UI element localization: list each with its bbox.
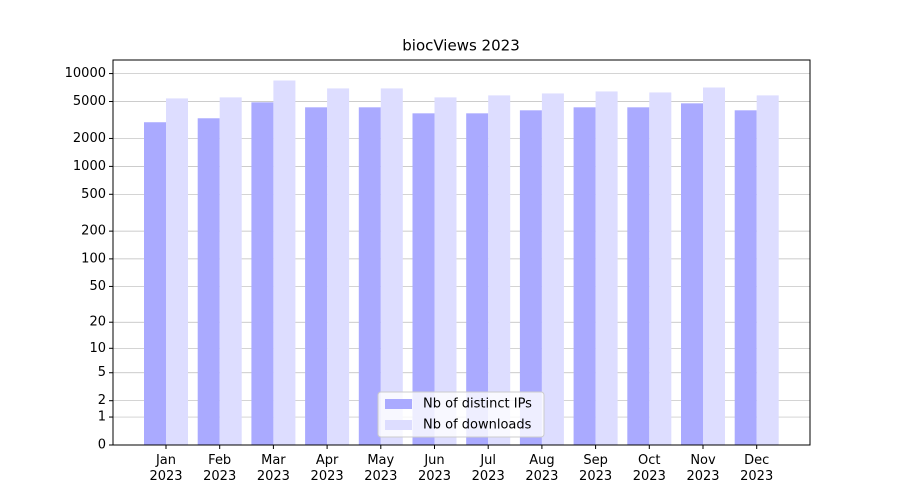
y-tick-label: 20 bbox=[89, 315, 106, 330]
bar bbox=[519, 110, 542, 445]
x-tick-label: Jun 2023 bbox=[417, 453, 452, 484]
x-tick-label: Mar 2023 bbox=[256, 453, 290, 484]
bar bbox=[273, 80, 296, 445]
bar bbox=[573, 107, 596, 446]
legend-box bbox=[377, 391, 545, 438]
y-tick-label: 1000 bbox=[73, 159, 106, 174]
bar bbox=[434, 97, 457, 446]
y-tick-label: 10000 bbox=[65, 66, 106, 81]
plot-frame bbox=[112, 59, 811, 446]
bar bbox=[627, 107, 650, 446]
bar bbox=[412, 113, 435, 445]
x-tick-label: Dec 2023 bbox=[740, 453, 774, 484]
y-tick-label: 500 bbox=[81, 187, 106, 202]
legend-label: Nb of distinct IPs bbox=[423, 397, 532, 412]
bar bbox=[466, 113, 489, 445]
bar bbox=[756, 95, 779, 445]
x-tick-label: Feb 2023 bbox=[203, 453, 237, 484]
bar bbox=[219, 97, 242, 446]
bar bbox=[197, 118, 220, 445]
bar bbox=[327, 88, 350, 446]
bar bbox=[305, 107, 328, 446]
x-tick-label: Apr 2023 bbox=[310, 453, 344, 484]
x-tick-label: May 2023 bbox=[364, 453, 398, 484]
x-tick-label: Jan 2023 bbox=[149, 453, 183, 484]
x-tick-label: Sep 2023 bbox=[579, 453, 613, 484]
bar bbox=[681, 103, 703, 445]
bar bbox=[380, 88, 403, 446]
y-tick-label: 2000 bbox=[73, 131, 106, 146]
legend-label: Nb of downloads bbox=[423, 418, 532, 433]
bar bbox=[541, 93, 564, 446]
x-tick-label: Aug 2023 bbox=[525, 453, 559, 484]
y-tick-label: 2 bbox=[98, 393, 106, 408]
bar bbox=[488, 95, 511, 445]
legend-swatch bbox=[385, 420, 412, 430]
y-tick-label: 5 bbox=[98, 365, 106, 380]
bar bbox=[251, 102, 274, 445]
bar bbox=[734, 110, 757, 445]
bar bbox=[649, 92, 672, 445]
y-tick-label: 10 bbox=[89, 341, 106, 356]
y-tick-label: 5000 bbox=[73, 94, 106, 109]
chart-title: biocViews 2023 bbox=[402, 37, 519, 55]
y-tick-label: 50 bbox=[89, 279, 106, 294]
y-tick-label: 200 bbox=[81, 224, 106, 239]
legend-swatch bbox=[385, 399, 412, 409]
y-tick-label: 100 bbox=[81, 251, 106, 266]
y-tick-label: 0 bbox=[98, 438, 106, 453]
x-tick-label: Jul 2023 bbox=[471, 453, 505, 484]
bar bbox=[358, 107, 381, 446]
bar bbox=[166, 98, 188, 445]
x-tick-label: Oct 2023 bbox=[632, 453, 666, 484]
x-tick-label: Nov 2023 bbox=[686, 453, 720, 484]
bar bbox=[144, 122, 166, 445]
bar bbox=[595, 91, 618, 445]
y-tick-label: 1 bbox=[98, 410, 106, 425]
bar bbox=[703, 87, 725, 445]
